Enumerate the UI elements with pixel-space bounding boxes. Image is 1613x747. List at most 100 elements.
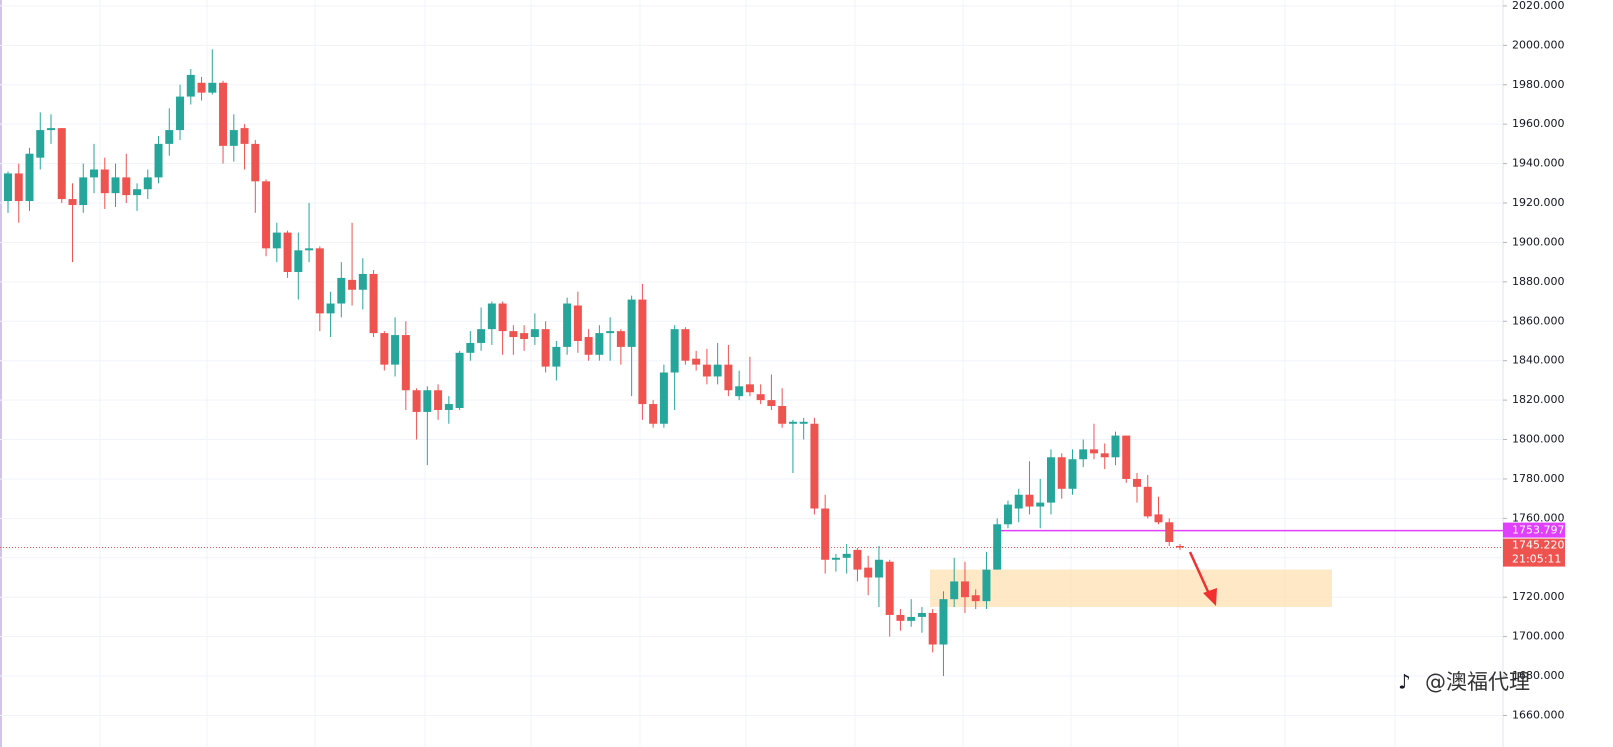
candle-body xyxy=(821,508,830,560)
y-tick-label: 1960.000 xyxy=(1512,117,1565,130)
candle-body xyxy=(896,614,905,621)
candle-body xyxy=(358,273,367,290)
candle-body xyxy=(208,82,217,93)
candle-body xyxy=(240,128,249,144)
candle-body xyxy=(1014,494,1023,509)
candle-body xyxy=(659,372,668,424)
candle-body xyxy=(326,303,335,314)
candle-body xyxy=(219,82,228,146)
candle-body xyxy=(541,329,550,367)
y-tick-label: 1780.000 xyxy=(1512,472,1565,485)
y-tick-label: 1820.000 xyxy=(1512,393,1565,406)
candle-body xyxy=(670,329,679,373)
candle-body xyxy=(616,331,625,347)
candle-body xyxy=(68,199,77,205)
candle-body xyxy=(982,569,991,602)
candle-body xyxy=(885,561,894,615)
y-tick-label: 1980.000 xyxy=(1512,78,1565,91)
level-label: 1753.797 xyxy=(1512,524,1565,537)
plot: 1660.0001680.0001700.0001720.0001740.000… xyxy=(0,0,1565,721)
candle-body xyxy=(36,130,45,158)
candle-body xyxy=(831,557,840,560)
candle-body xyxy=(606,331,615,334)
candle-body xyxy=(25,153,34,202)
candle-body xyxy=(573,305,582,341)
candle-body xyxy=(380,333,389,365)
countdown-label: 21:05:11 xyxy=(1512,553,1561,566)
candle-body xyxy=(778,406,787,424)
y-tick-label: 1920.000 xyxy=(1512,196,1565,209)
candle-body xyxy=(1046,457,1055,503)
candle-body xyxy=(745,384,754,393)
vertical-grid xyxy=(99,0,1396,747)
candle-body xyxy=(434,390,443,410)
candle-body xyxy=(907,616,916,621)
candle-body xyxy=(1100,453,1109,458)
candle-body xyxy=(391,335,400,365)
candle-body xyxy=(1122,435,1131,479)
candle-body xyxy=(971,595,980,602)
candle-body xyxy=(477,329,486,343)
candle-body xyxy=(1036,502,1045,507)
candle-body xyxy=(552,346,561,367)
y-tick-label: 1660.000 xyxy=(1512,708,1565,721)
candle-body xyxy=(315,248,324,314)
candle-body xyxy=(1025,494,1034,507)
candle-body xyxy=(143,177,152,190)
candle-body xyxy=(853,549,862,570)
candle-body xyxy=(305,248,314,251)
y-tick-label: 1720.000 xyxy=(1512,590,1565,603)
candle-body xyxy=(197,82,206,93)
price-label-box xyxy=(1503,538,1565,567)
candle-body xyxy=(90,169,99,178)
candle-body xyxy=(47,128,56,131)
candle-body xyxy=(1057,457,1066,489)
y-tick-label: 1880.000 xyxy=(1512,275,1565,288)
watermark: @澳福代理 xyxy=(1425,670,1530,694)
candle-body xyxy=(1143,486,1152,517)
candle-body xyxy=(584,337,593,355)
candle-body xyxy=(563,303,572,347)
candle-body xyxy=(251,143,260,182)
level-label-box xyxy=(1503,522,1565,538)
candle-body xyxy=(928,612,937,645)
candle-body xyxy=(950,581,959,600)
y-tick-label: 1760.000 xyxy=(1512,511,1565,524)
candle-body xyxy=(57,128,66,200)
candle-body xyxy=(444,404,453,410)
candle-body xyxy=(283,232,292,272)
candle-body xyxy=(864,567,873,578)
candle-body xyxy=(627,299,636,347)
candle-body xyxy=(337,277,346,304)
candle-body xyxy=(111,177,120,194)
candle-body xyxy=(713,364,722,377)
candle-body xyxy=(133,189,142,196)
candle-body xyxy=(423,390,432,412)
candle-body xyxy=(735,386,744,397)
candle-body xyxy=(681,329,690,361)
candle-body xyxy=(520,333,529,340)
candle-body xyxy=(649,404,658,424)
candle-body xyxy=(842,553,851,558)
candle-body xyxy=(186,74,195,97)
candle-body xyxy=(498,303,507,332)
candle-body xyxy=(165,130,174,144)
candle-body xyxy=(401,335,410,391)
zone xyxy=(930,569,1332,608)
candle-body xyxy=(14,173,23,202)
candle-body xyxy=(1165,522,1174,543)
candle-body xyxy=(412,390,421,412)
y-tick-label: 1900.000 xyxy=(1512,235,1565,248)
candle-body xyxy=(487,303,496,330)
y-tick-label: 1680.000 xyxy=(1512,669,1565,682)
candle-body xyxy=(1003,504,1012,525)
candle-body xyxy=(229,130,238,146)
arrow xyxy=(1188,551,1217,606)
price-label: 1745.220 xyxy=(1512,539,1565,552)
y-tick-label: 1840.000 xyxy=(1512,354,1565,367)
candle-body xyxy=(702,364,711,377)
y-tick-label: 1860.000 xyxy=(1512,314,1565,327)
candle-body xyxy=(595,333,604,355)
candle-body xyxy=(272,232,281,249)
